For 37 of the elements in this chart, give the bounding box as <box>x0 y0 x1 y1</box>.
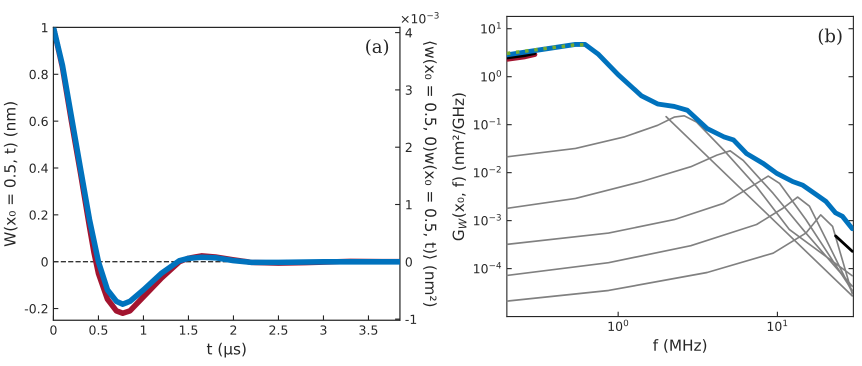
y2-axis-title: ⟨w(x₀ = 0.5, 0)w(x₀ = 0.5, t)⟩ (nm²) <box>423 42 437 306</box>
y-axis-title: G$_{W}$(x₀, f) (nm²/GHz) <box>452 93 466 240</box>
x-tick-label: 10$^{0}$ <box>608 320 628 332</box>
x-tick-label: 1 <box>140 325 146 335</box>
y-tick-label: 1 <box>42 23 48 32</box>
y-tick-label: 10$^{−4}$ <box>474 262 502 274</box>
y-tick-label: -0.2 <box>24 304 48 314</box>
x-tick-label: 10$^{1}$ <box>768 320 788 332</box>
x-axis-title: t (μs) <box>206 342 246 358</box>
x-tick-label: 0 <box>50 325 57 335</box>
text: ×10$^{−3}$ <box>402 12 439 24</box>
y2-tick-label: 0 <box>406 257 412 267</box>
x-tick-label: 2.5 <box>269 325 288 335</box>
annotation: (b) <box>818 28 842 46</box>
y2-tick-label: 1 <box>406 200 412 210</box>
y2-tick-label: 4 <box>405 28 412 38</box>
x-axis-title: f (MHz) <box>653 339 706 353</box>
y-tick-label: 0.6 <box>30 116 48 126</box>
annotation: (a) <box>366 39 388 56</box>
y-tick-label: 0.2 <box>30 210 48 220</box>
y-tick-label: 10$^{1}$ <box>481 22 501 34</box>
y-tick-label: 10$^{−3}$ <box>474 214 501 226</box>
x-tick-label: 3.5 <box>359 325 378 335</box>
y-tick-label: 0 <box>41 257 48 267</box>
x-tick-label: 1.5 <box>180 325 198 335</box>
y-tick-label: 10$^{−2}$ <box>474 166 501 178</box>
x-tick-label: 0.5 <box>89 325 108 335</box>
y-tick-label: 10$^{−1}$ <box>474 118 501 130</box>
y-tick-label: 0.8 <box>30 70 48 80</box>
x-tick-label: 3 <box>320 325 326 335</box>
y-tick-label: 10$^{0}$ <box>481 70 502 82</box>
y2-tick-label: 2 <box>406 142 412 152</box>
y2-tick-label: 3 <box>406 85 412 95</box>
y-tick-label: 0.4 <box>30 163 48 173</box>
y-axis-title: W(x₀ = 0.5, t) (nm) <box>4 102 18 246</box>
y2-tick-label: -1 <box>405 314 416 324</box>
x-tick-label: 2 <box>230 325 236 335</box>
